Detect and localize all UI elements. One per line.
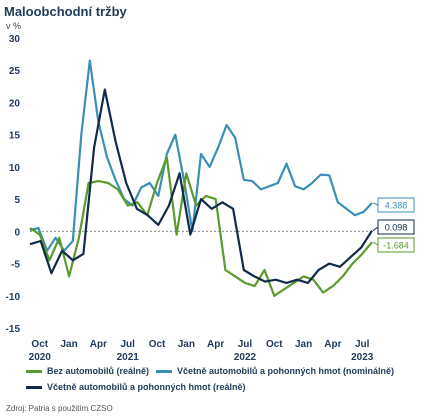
end-label-connector [372, 202, 379, 206]
source-note: Zdroj: Patria s použitím CZSO [6, 404, 113, 413]
legend-label: Včetně automobilů a pohonných hmot (reál… [47, 382, 246, 392]
series-line [29, 59, 373, 252]
x-tick-label: Oct [31, 339, 48, 350]
end-label-value: 4.388 [385, 201, 408, 211]
year-tick-label: 2022 [234, 352, 257, 363]
end-label-box [377, 197, 415, 213]
y-tick-label: 10 [9, 163, 21, 174]
legend-item-realne: Včetně automobilů a pohonných hmot (reál… [26, 382, 246, 392]
y-tick-label: -5 [11, 260, 20, 271]
x-tick-label: Jul [355, 339, 370, 350]
x-tick-label: Jan [60, 339, 77, 350]
x-tick-label: Oct [149, 339, 166, 350]
end-label-box [377, 219, 415, 235]
x-tick-label: Jul [120, 339, 135, 350]
legend-item-nominalne: Včetně automobilů a pohonných hmot (nomi… [156, 366, 394, 376]
year-tick-label: 2021 [117, 352, 140, 363]
legend-label: Včetně automobilů a pohonných hmot (nomi… [177, 366, 395, 376]
legend-label: Bez automobilů (reálně) [47, 366, 150, 376]
y-tick-label: 20 [9, 98, 21, 109]
y-tick-label: 25 [9, 66, 21, 77]
legend-swatch [156, 369, 172, 373]
x-tick-label: Apr [324, 339, 341, 350]
x-tick-label: Jan [295, 339, 312, 350]
x-tick-label: Jan [178, 339, 195, 350]
end-label-connector [372, 241, 379, 246]
x-tick-label: Apr [90, 339, 107, 350]
legend-item-bez-automobilu: Bez automobilů (reálně) [26, 366, 149, 376]
unit-label: v % [6, 21, 22, 31]
end-label-value: 0.098 [385, 223, 408, 233]
y-tick-label: 15 [9, 131, 21, 142]
x-tick-label: Oct [266, 339, 283, 350]
chart-title: Maloobchodní tržby [4, 4, 127, 19]
legend-swatch [26, 385, 42, 389]
series-line [29, 156, 373, 297]
x-tick-label: Jul [238, 339, 253, 350]
legend-swatch [26, 369, 42, 373]
end-label-box [377, 237, 415, 253]
y-tick-label: 30 [9, 34, 21, 45]
y-tick-label: -10 [6, 292, 21, 303]
series-line [29, 88, 373, 284]
year-tick-label: 2023 [351, 352, 374, 363]
end-label-value: -1.684 [383, 241, 409, 251]
year-tick-label: 2020 [29, 352, 52, 363]
y-tick-label: -15 [6, 324, 21, 335]
y-tick-label: 5 [14, 195, 20, 206]
y-tick-label: 0 [14, 227, 20, 238]
x-tick-label: Apr [207, 339, 224, 350]
end-label-connector [372, 226, 379, 232]
